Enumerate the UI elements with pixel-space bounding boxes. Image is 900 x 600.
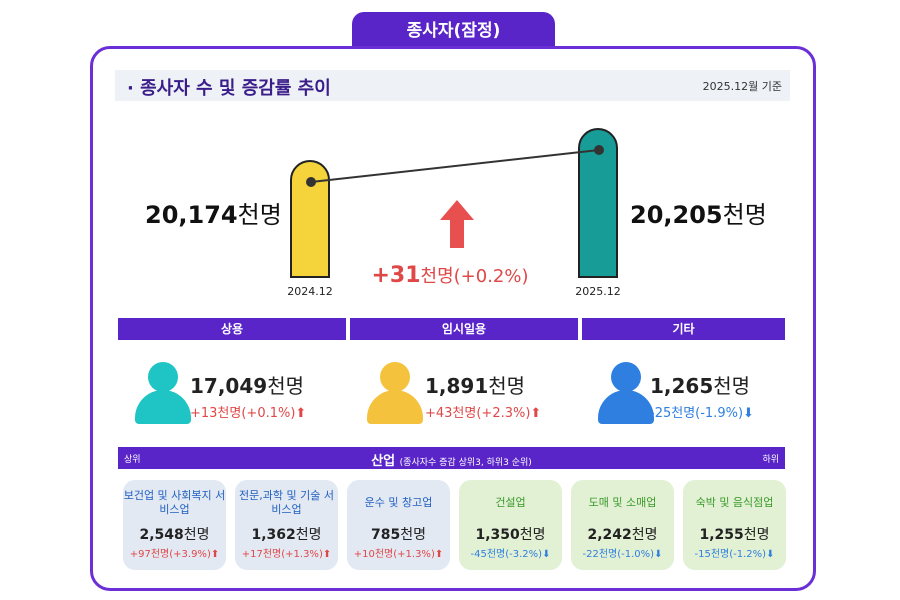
industry-card: 운수 및 창고업 785천명 +10천명(+1.3%)⬆ bbox=[347, 480, 450, 570]
type-value: 1,891천명 bbox=[425, 374, 526, 398]
arrow-up-icon: ⬆ bbox=[434, 549, 444, 560]
industry-card: 건설업 1,350천명 -45천명(-3.2%)⬇ bbox=[459, 480, 562, 570]
arrow-up-icon: ⬆ bbox=[210, 549, 220, 560]
arrow-down-icon: ⬇ bbox=[654, 549, 663, 560]
total-change: +31천명(+0.2%) bbox=[371, 263, 529, 288]
label-2024: 2024.12 bbox=[287, 285, 333, 298]
arrow-up-icon: ⬆ bbox=[295, 406, 307, 421]
industry-name: 도매 및 소매업 bbox=[588, 496, 657, 509]
label-2025: 2025.12 bbox=[575, 285, 621, 298]
section-title: · 종사자 수 및 증감률 추이 bbox=[127, 78, 331, 99]
value-2025: 20,205천명 bbox=[630, 201, 767, 229]
industry-value: 2,548천명 bbox=[139, 527, 210, 543]
industry-name: 숙박 및 음식점업 bbox=[695, 496, 774, 509]
industry-title: 산업 (종사자수 증감 상위3, 하위3 순위) bbox=[371, 454, 532, 469]
industry-value: 785천명 bbox=[371, 527, 426, 543]
industry-change: -22천명(-1.0%)⬇ bbox=[582, 549, 663, 560]
arrow-down-icon: ⬇ bbox=[542, 549, 551, 560]
industry-header: 상위 산업 (종사자수 증감 상위3, 하위3 순위) 하위 bbox=[118, 447, 785, 469]
industry-change: -15천명(-1.2%)⬇ bbox=[694, 549, 775, 560]
category-temporary: 임시일용 bbox=[350, 318, 578, 340]
industry-change: +97천명(+3.9%)⬆ bbox=[129, 549, 220, 560]
arrow-down-icon: ⬇ bbox=[766, 549, 775, 560]
bottom-label: 하위 bbox=[762, 455, 779, 465]
person-icon bbox=[598, 362, 654, 424]
person-icon bbox=[135, 362, 191, 424]
up-arrow-icon bbox=[440, 200, 474, 248]
point-2024 bbox=[306, 177, 316, 187]
industry-card: 숙박 및 음식점업 1,255천명 -15천명(-1.2%)⬇ bbox=[683, 480, 786, 570]
industry-value: 1,350천명 bbox=[475, 527, 546, 543]
arrow-up-icon: ⬆ bbox=[530, 406, 542, 421]
arrow-down-icon: ⬇ bbox=[743, 406, 754, 421]
reference-date: 2025.12월 기준 bbox=[702, 80, 782, 93]
category-other: 기타 bbox=[582, 318, 785, 340]
type-change: +43천명(+2.3%)⬆ bbox=[425, 406, 542, 421]
trend-line bbox=[310, 149, 600, 183]
value-2024: 20,174천명 bbox=[145, 201, 282, 229]
industry-value: 1,362천명 bbox=[251, 527, 322, 543]
type-change: +13천명(+0.1%)⬆ bbox=[190, 406, 307, 421]
type-value: 17,049천명 bbox=[190, 374, 304, 398]
type-change: -25천명(-1.9%)⬇ bbox=[650, 406, 754, 421]
industry-name: 보건업 및 사회복지 서비스업 bbox=[123, 489, 226, 516]
arrow-up-icon: ⬆ bbox=[322, 549, 332, 560]
industry-name: 전문,과학 및 기술 서비스업 bbox=[239, 489, 334, 516]
industry-card: 보건업 및 사회복지 서비스업 2,548천명 +97천명(+3.9%)⬆ bbox=[123, 480, 226, 570]
point-2025 bbox=[594, 145, 604, 155]
industry-value: 1,255천명 bbox=[699, 527, 770, 543]
title-tab: 종사자(잠정) bbox=[352, 12, 555, 52]
person-icon bbox=[367, 362, 423, 424]
industry-change: +10천명(+1.3%)⬆ bbox=[353, 549, 444, 560]
industry-value: 2,242천명 bbox=[587, 527, 658, 543]
industry-card: 도매 및 소매업 2,242천명 -22천명(-1.0%)⬇ bbox=[571, 480, 674, 570]
top-label: 상위 bbox=[124, 455, 141, 465]
industry-name: 운수 및 창고업 bbox=[364, 496, 433, 509]
category-regular: 상용 bbox=[118, 318, 346, 340]
section-header: · 종사자 수 및 증감률 추이 2025.12월 기준 bbox=[115, 70, 790, 101]
industry-change: -45천명(-3.2%)⬇ bbox=[470, 549, 551, 560]
industry-change: +17천명(+1.3%)⬆ bbox=[241, 549, 332, 560]
type-value: 1,265천명 bbox=[650, 374, 751, 398]
industry-card: 전문,과학 및 기술 서비스업 1,362천명 +17천명(+1.3%)⬆ bbox=[235, 480, 338, 570]
industry-name: 건설업 bbox=[495, 496, 526, 509]
